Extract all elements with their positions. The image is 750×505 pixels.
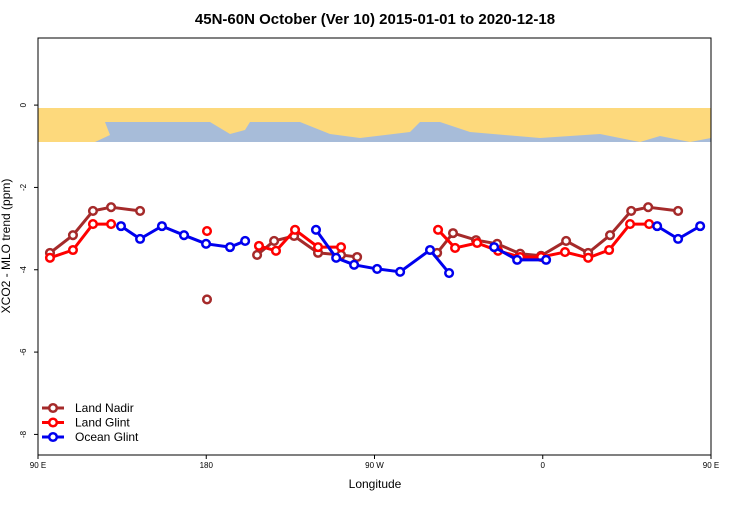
data-point [240, 235, 251, 246]
data-point [561, 235, 572, 246]
data-point [559, 247, 571, 258]
data-point [695, 221, 706, 232]
chart-title: 45N-60N October (Ver 10) 2015-01-01 to 2… [195, 11, 555, 28]
data-point [87, 205, 99, 216]
data-point [269, 235, 280, 246]
data-point [224, 242, 236, 253]
data-point [67, 230, 79, 241]
data-point [289, 224, 301, 235]
x-tick-label: 90 E [30, 461, 46, 470]
data-point [135, 205, 146, 216]
data-point [253, 240, 265, 251]
data-point [605, 230, 616, 241]
data-point [447, 228, 459, 239]
data-point [44, 252, 56, 263]
x-tick-label: 90 E [703, 461, 719, 470]
legend-marker [47, 417, 59, 428]
series-line [49, 222, 112, 260]
data-point [643, 202, 654, 213]
data-point [106, 202, 117, 213]
x-tick-label: 0 [541, 461, 546, 470]
data-point [395, 266, 406, 277]
data-point [201, 294, 213, 305]
x-axis-label: Longitude [349, 477, 402, 491]
data-point [444, 268, 455, 279]
x-tick-label: 180 [200, 461, 214, 470]
legend-label: Land Nadir [75, 401, 134, 415]
data-point [644, 219, 655, 230]
data-point [352, 251, 363, 263]
data-point [201, 226, 213, 237]
legend-label: Ocean Glint [75, 430, 139, 444]
data-point [106, 219, 117, 230]
data-point [178, 230, 190, 241]
y-tick-label: -6 [19, 348, 28, 356]
data-point [201, 238, 212, 249]
data-point [625, 219, 636, 230]
data-point [424, 244, 436, 256]
data-point [652, 221, 663, 232]
data-point [135, 233, 146, 244]
data-point [541, 254, 552, 265]
data-point [626, 205, 637, 216]
data-point [115, 221, 127, 232]
data-point [583, 252, 594, 263]
data-point [673, 205, 684, 216]
y-tick-label: -2 [19, 183, 28, 191]
data-point [335, 242, 347, 253]
legend-label: Land Glint [75, 416, 130, 430]
data-point [489, 242, 500, 253]
y-tick-label: -8 [19, 430, 28, 438]
data-point [433, 224, 444, 235]
data-point [331, 252, 342, 263]
series-line [435, 205, 679, 258]
data-point [252, 249, 263, 260]
data-point [349, 259, 360, 270]
y-axis-label: XCO2 - MLO trend (ppm) [0, 179, 13, 314]
data-point [512, 254, 523, 265]
data-point [450, 242, 461, 253]
y-tick-label: -4 [19, 266, 28, 274]
y-tick-label: 0 [19, 102, 28, 107]
data-point [472, 237, 483, 249]
data-point [312, 242, 324, 253]
x-tick-label: 90 W [365, 461, 384, 470]
data-point [67, 244, 79, 256]
data-point [604, 244, 615, 256]
map-strip [38, 108, 711, 142]
legend-marker [47, 431, 59, 443]
data-point [87, 219, 99, 230]
legend-marker [47, 402, 59, 414]
data-point [673, 233, 684, 244]
data-point [310, 224, 322, 235]
data-point [372, 263, 383, 274]
data-point [270, 245, 282, 256]
data-point [156, 221, 167, 232]
